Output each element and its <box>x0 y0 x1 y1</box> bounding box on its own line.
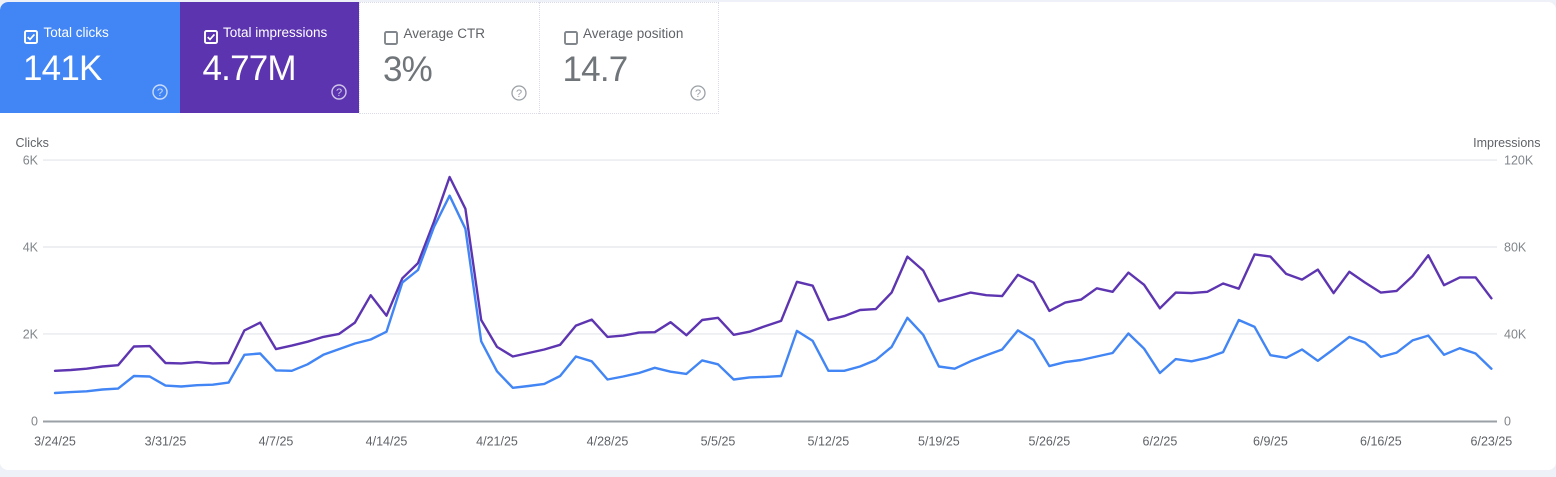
svg-text:4K: 4K <box>23 241 39 255</box>
svg-text:3/31/25: 3/31/25 <box>145 435 187 449</box>
svg-text:6/9/25: 6/9/25 <box>1253 435 1288 449</box>
svg-text:5/19/25: 5/19/25 <box>918 435 960 449</box>
svg-text:80K: 80K <box>1504 241 1527 255</box>
svg-text:0: 0 <box>31 415 38 429</box>
svg-text:4/21/25: 4/21/25 <box>476 435 518 449</box>
svg-text:6/16/25: 6/16/25 <box>1360 435 1402 449</box>
svg-text:?: ? <box>694 87 700 99</box>
svg-text:?: ? <box>336 86 342 98</box>
svg-text:5/26/25: 5/26/25 <box>1029 435 1071 449</box>
svg-text:5/12/25: 5/12/25 <box>808 435 850 449</box>
svg-text:120K: 120K <box>1504 154 1534 168</box>
svg-text:5/5/25: 5/5/25 <box>701 435 736 449</box>
svg-text:4/28/25: 4/28/25 <box>587 435 629 449</box>
svg-text:Impressions: Impressions <box>1473 136 1540 150</box>
svg-text:6/23/25: 6/23/25 <box>1471 435 1513 449</box>
svg-text:3/24/25: 3/24/25 <box>34 435 76 449</box>
svg-text:?: ? <box>515 87 521 99</box>
svg-text:6/2/25: 6/2/25 <box>1143 435 1178 449</box>
svg-text:Clicks: Clicks <box>16 136 49 150</box>
svg-text:4/14/25: 4/14/25 <box>366 435 408 449</box>
svg-text:0: 0 <box>1504 415 1511 429</box>
svg-text:40K: 40K <box>1504 328 1527 342</box>
svg-text:4/7/25: 4/7/25 <box>259 435 294 449</box>
svg-text:2K: 2K <box>23 328 39 342</box>
svg-text:?: ? <box>156 86 162 98</box>
svg-text:6K: 6K <box>23 154 39 168</box>
